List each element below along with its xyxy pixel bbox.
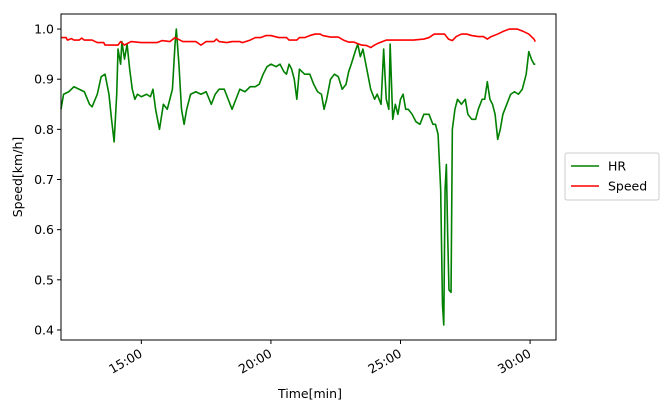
y-tick-label: 0.7 [34, 172, 54, 187]
y-tick-label: 0.8 [34, 122, 54, 137]
y-axis-label: Speed[km/h] [10, 137, 25, 218]
legend: HR Speed [564, 152, 660, 201]
plot-area [60, 13, 557, 341]
plot-frame [60, 13, 557, 341]
legend-label: HR [608, 159, 626, 174]
legend-frame [564, 152, 660, 201]
series-layer [60, 28, 536, 326]
y-tick-label: 0.9 [34, 72, 54, 87]
y-tick-label: 1.0 [34, 22, 54, 37]
series-line-hr [60, 28, 536, 326]
y-tick-label: 0.4 [34, 322, 54, 337]
legend-label: Speed [608, 179, 647, 194]
series-line-speed [61, 28, 536, 49]
y-tick-label: 0.5 [34, 272, 54, 287]
y-axis: 0.4 0.5 0.6 0.7 0.8 0.9 1.0 [34, 22, 61, 337]
x-axis-label: Time[min] [277, 386, 342, 401]
plot-background [61, 14, 556, 340]
y-tick-label: 0.6 [34, 222, 54, 237]
